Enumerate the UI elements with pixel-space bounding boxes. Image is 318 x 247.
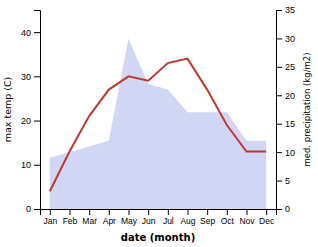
- tick-label: Feb: [63, 216, 78, 226]
- tick-mark: [207, 209, 208, 215]
- y-axis: 0 10 20 30 40: [21, 11, 41, 215]
- axis-line: [34, 11, 41, 210]
- tick-label: Nov: [239, 216, 255, 226]
- tick: Sep: [200, 209, 215, 226]
- tick-label: 5: [285, 176, 290, 186]
- tick: May: [121, 209, 138, 226]
- tick-label: Sep: [200, 216, 215, 226]
- tick: Mar: [82, 209, 97, 226]
- tick-label: 30: [21, 72, 31, 82]
- plot: Jan Feb Mar Apr May Jun Jul Aug Sep Oct Nov Dec 0 10 2…: [21, 5, 295, 226]
- tick-label: 30: [285, 34, 295, 44]
- chart: Jan Feb Mar Apr May Jun Jul Aug Sep Oct Nov Dec 0 10 2…: [0, 0, 318, 247]
- tick: 15: [276, 119, 295, 129]
- axis-line: [41, 210, 277, 216]
- tick: 30: [276, 34, 295, 44]
- tick-label: Jul: [163, 216, 174, 226]
- tick-mark: [109, 209, 110, 215]
- tick-label: Oct: [221, 216, 235, 226]
- marks: [50, 38, 266, 209]
- tick-mark: [276, 152, 282, 153]
- tick: Dec: [259, 209, 275, 226]
- line: [50, 59, 266, 192]
- tick-label: 0: [285, 204, 290, 214]
- tick-label: Mar: [82, 216, 97, 226]
- tick: 20: [276, 91, 295, 101]
- tick-label: Apr: [103, 216, 116, 226]
- tick-mark: [227, 209, 228, 215]
- x-axis: Jan Feb Mar Apr May Jun Jul Aug Sep Oct Nov Dec: [41, 209, 277, 226]
- tick: Aug: [180, 209, 195, 226]
- tick-mark: [70, 209, 71, 215]
- tick: Jul: [163, 209, 174, 226]
- tick-mark: [276, 181, 282, 182]
- tick: Jan: [43, 209, 57, 226]
- tick: Jun: [142, 209, 156, 226]
- tick-mark: [276, 124, 282, 125]
- tick: Feb: [63, 209, 78, 226]
- tick: 10: [276, 148, 295, 158]
- tick-mark: [168, 209, 169, 215]
- tick-mark: [34, 209, 40, 210]
- tick-label: 10: [21, 160, 31, 170]
- tick-mark: [89, 209, 90, 215]
- tick-label: 35: [285, 5, 295, 15]
- tick-mark: [276, 10, 282, 11]
- x-axis-title: date (month): [121, 232, 195, 243]
- tick: 5: [276, 176, 290, 186]
- tick-mark: [148, 209, 149, 215]
- tick-mark: [34, 165, 40, 166]
- tick-mark: [34, 32, 40, 33]
- tick-label: Jan: [43, 216, 57, 226]
- area: [50, 38, 266, 209]
- tick-mark: [276, 67, 282, 68]
- tick: 25: [276, 62, 295, 72]
- tick: 10: [21, 160, 40, 170]
- tick: 20: [21, 116, 40, 126]
- tick-label: Jun: [142, 216, 156, 226]
- tick: 0: [26, 204, 40, 214]
- tick-mark: [129, 209, 130, 215]
- tick-mark: [247, 209, 248, 215]
- tick-label: Aug: [180, 216, 195, 226]
- tick-mark: [34, 121, 40, 122]
- tick: Oct: [221, 209, 235, 226]
- tick-mark: [188, 209, 189, 215]
- tick-label: 20: [285, 91, 295, 101]
- tick-label: 40: [21, 27, 31, 37]
- y2-axis-title: med. precipitation (kg/m2): [302, 52, 312, 166]
- tick-label: 0: [26, 204, 31, 214]
- tick: 40: [21, 27, 40, 37]
- tick-label: Dec: [259, 216, 275, 226]
- y2-axis: 0 5 10 15 20 25 30 35: [276, 5, 295, 214]
- tick-mark: [34, 76, 40, 77]
- tick: 0: [276, 204, 290, 214]
- tick-label: May: [121, 216, 138, 226]
- tick-mark: [276, 38, 282, 39]
- y-axis-title: max temp (C): [2, 77, 13, 143]
- tick-mark: [266, 209, 267, 215]
- tick: 30: [21, 72, 40, 82]
- tick-mark: [50, 209, 51, 215]
- tick: Nov: [239, 209, 255, 226]
- tick-label: 20: [21, 116, 31, 126]
- tick-label: 15: [285, 119, 295, 129]
- tick-label: 25: [285, 62, 295, 72]
- tick-label: 10: [285, 148, 295, 158]
- axis-line: [277, 11, 283, 210]
- tick: 35: [276, 5, 295, 15]
- tick: Apr: [103, 209, 116, 226]
- tick-mark: [276, 209, 282, 210]
- tick-mark: [276, 95, 282, 96]
